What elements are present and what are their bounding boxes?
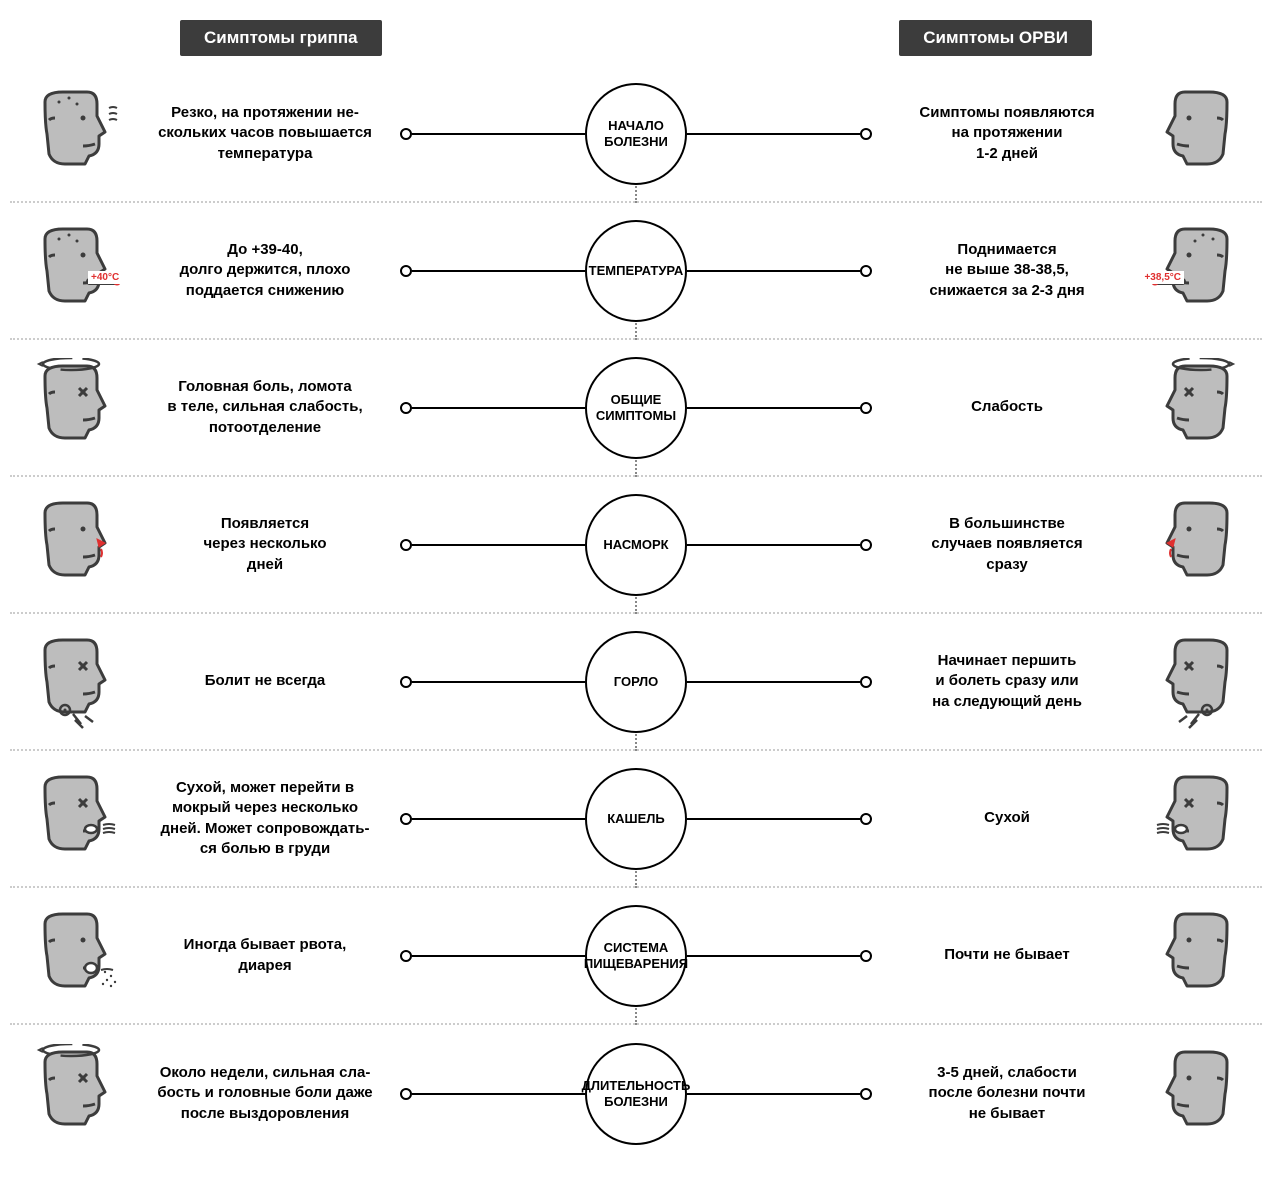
symptom-row: +40°C До +39-40,долго держится, плохопод… xyxy=(10,203,1262,340)
rows-container: Резко, на протяжении не-скольких часов п… xyxy=(10,66,1262,1162)
connector-line xyxy=(687,681,860,683)
head-icon-left xyxy=(20,627,130,737)
connector-dot xyxy=(860,676,872,688)
connector-line xyxy=(687,955,860,957)
left-description: Головная боль, ломотав теле, сильная сла… xyxy=(130,377,400,438)
header-row: Симптомы гриппа Симптомы ОРВИ xyxy=(10,20,1262,56)
category-circle: НАЧАЛО БОЛЕЗНИ xyxy=(585,83,687,185)
connector-line xyxy=(412,1093,585,1095)
right-description: Слабость xyxy=(872,397,1142,417)
head-icon-left xyxy=(20,764,130,874)
connector: СИСТЕМА ПИЩЕВАРЕНИЯ xyxy=(400,905,872,1007)
head-icon-right xyxy=(1142,490,1252,600)
head-icon-left xyxy=(20,490,130,600)
connector-line xyxy=(412,407,585,409)
left-description: Резко, на протяжении не-скольких часов п… xyxy=(130,103,400,164)
connector-line xyxy=(412,955,585,957)
category-circle: ГОРЛО xyxy=(585,631,687,733)
connector-dot xyxy=(860,539,872,551)
connector-line xyxy=(412,818,585,820)
head-icon-left xyxy=(20,353,130,463)
connector-line xyxy=(687,270,860,272)
right-description: Сухой xyxy=(872,808,1142,828)
connector-dot xyxy=(860,813,872,825)
connector-dot xyxy=(400,813,412,825)
head-icon-left xyxy=(20,901,130,1011)
symptom-row: Головная боль, ломотав теле, сильная сла… xyxy=(10,340,1262,477)
right-description: Почти не бывает xyxy=(872,945,1142,965)
connector-line xyxy=(687,133,860,135)
connector-dot xyxy=(400,1088,412,1100)
connector-dot xyxy=(400,265,412,277)
symptom-row: Болит не всегда ГОРЛО Начинает першитьи … xyxy=(10,614,1262,751)
connector-line xyxy=(412,133,585,135)
head-icon-right xyxy=(1142,79,1252,189)
right-description: В большинствеслучаев появляетсясразу xyxy=(872,514,1142,575)
header-left: Симптомы гриппа xyxy=(180,20,382,56)
category-circle: ДЛИТЕЛЬНОСТЬ БОЛЕЗНИ xyxy=(585,1043,687,1145)
connector: КАШЕЛЬ xyxy=(400,768,872,870)
right-description: Поднимаетсяне выше 38-38,5,снижается за … xyxy=(872,240,1142,301)
category-circle: НАСМОРК xyxy=(585,494,687,596)
connector: ОБЩИЕ СИМПТОМЫ xyxy=(400,357,872,459)
connector: ДЛИТЕЛЬНОСТЬ БОЛЕЗНИ xyxy=(400,1043,872,1145)
left-description: Иногда бывает рвота,диарея xyxy=(130,935,400,976)
connector-dot xyxy=(400,950,412,962)
head-icon-left xyxy=(20,1039,130,1149)
head-icon-right xyxy=(1142,1039,1252,1149)
connector: НАСМОРК xyxy=(400,494,872,596)
left-description: Около недели, сильная сла-бость и головн… xyxy=(130,1063,400,1124)
connector-line xyxy=(412,681,585,683)
head-icon-right xyxy=(1142,764,1252,874)
head-icon-right xyxy=(1142,353,1252,463)
left-description: Появляетсячерез несколькодней xyxy=(130,514,400,575)
header-right: Симптомы ОРВИ xyxy=(899,20,1092,56)
connector-dot xyxy=(860,265,872,277)
category-circle: КАШЕЛЬ xyxy=(585,768,687,870)
left-description: До +39-40,долго держится, плохоподдается… xyxy=(130,240,400,301)
connector: ТЕМПЕРАТУРА xyxy=(400,220,872,322)
connector-line xyxy=(412,544,585,546)
connector-dot xyxy=(860,402,872,414)
category-circle: ОБЩИЕ СИМПТОМЫ xyxy=(585,357,687,459)
connector-line xyxy=(687,818,860,820)
connector-dot xyxy=(860,950,872,962)
symptom-row: Появляетсячерез несколькодней НАСМОРК В … xyxy=(10,477,1262,614)
connector-dot xyxy=(400,128,412,140)
right-description: Начинает першитьи болеть сразу илина сле… xyxy=(872,651,1142,712)
symptom-row: Сухой, может перейти вмокрый через неско… xyxy=(10,751,1262,888)
head-icon-left xyxy=(20,79,130,189)
symptom-row: Иногда бывает рвота,диарея СИСТЕМА ПИЩЕВ… xyxy=(10,888,1262,1025)
connector-dot xyxy=(400,676,412,688)
connector-dot xyxy=(400,539,412,551)
category-circle: СИСТЕМА ПИЩЕВАРЕНИЯ xyxy=(585,905,687,1007)
connector-line xyxy=(412,270,585,272)
connector-dot xyxy=(860,128,872,140)
connector: ГОРЛО xyxy=(400,631,872,733)
head-icon-right xyxy=(1142,627,1252,737)
connector-line xyxy=(687,1093,860,1095)
temp-badge-right: +38,5°C xyxy=(1141,271,1184,284)
connector-line xyxy=(687,544,860,546)
left-description: Болит не всегда xyxy=(130,671,400,691)
connector: НАЧАЛО БОЛЕЗНИ xyxy=(400,83,872,185)
symptom-row: Около недели, сильная сла-бость и головн… xyxy=(10,1025,1262,1162)
right-description: 3-5 дней, слабостипосле болезни почтине … xyxy=(872,1063,1142,1124)
connector-dot xyxy=(860,1088,872,1100)
symptom-row: Резко, на протяжении не-скольких часов п… xyxy=(10,66,1262,203)
head-icon-right xyxy=(1142,901,1252,1011)
right-description: Симптомы появляютсяна протяжении1-2 дней xyxy=(872,103,1142,164)
left-description: Сухой, может перейти вмокрый через неско… xyxy=(130,778,400,859)
temp-badge-left: +40°C xyxy=(88,271,122,284)
category-circle: ТЕМПЕРАТУРА xyxy=(585,220,687,322)
connector-line xyxy=(687,407,860,409)
connector-dot xyxy=(400,402,412,414)
